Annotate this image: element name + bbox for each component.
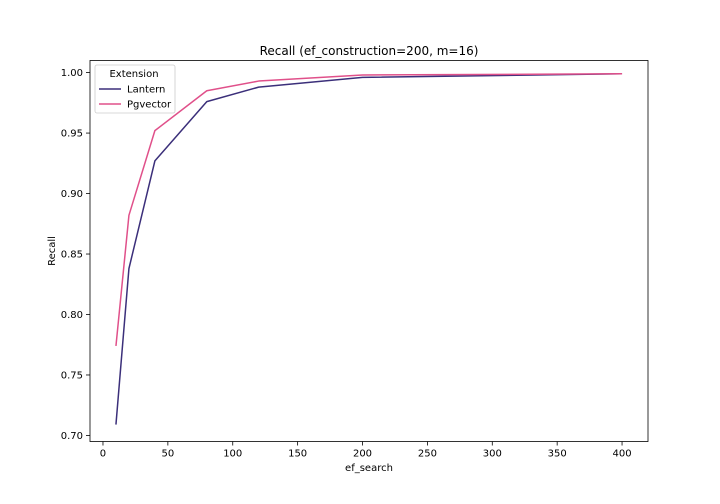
x-tick-label: 400: [612, 449, 631, 460]
x-tick-label: 350: [548, 449, 567, 460]
y-tick-label: 0.70: [61, 431, 83, 442]
y-tick-label: 0.85: [61, 250, 83, 261]
y-tick-label: 0.90: [61, 189, 83, 200]
chart-title: Recall (ef_construction=200, m=16): [260, 44, 479, 58]
legend: Extension Lantern Pgvector: [94, 64, 176, 114]
legend-title: Extension: [109, 69, 158, 80]
series-lines: [115, 73, 623, 425]
y-tick-label: 1.00: [61, 68, 83, 79]
x-tick-label: 300: [483, 449, 502, 460]
legend-label-pgvector: Pgvector: [127, 100, 172, 111]
y-tick-label: 0.95: [61, 129, 83, 140]
x-tick-label: 250: [418, 449, 437, 460]
y-tick-label: 0.75: [61, 370, 83, 381]
x-tick-label: 50: [161, 449, 174, 460]
series-line-lantern: [115, 73, 623, 425]
legend-box: [94, 64, 176, 114]
y-tick-label: 0.80: [61, 310, 83, 321]
x-tick-label: 0: [100, 449, 106, 460]
y-axis-label: Recall: [47, 236, 58, 266]
axis-ticks: 0 50 100 150 200 250 300 350 400 0.70 0.75 0.80 0.85…: [61, 68, 632, 459]
x-axis-label: ef_search: [345, 463, 393, 474]
plot-frame: [89, 60, 649, 442]
x-tick-label: 200: [353, 449, 372, 460]
series-line-pgvector: [115, 73, 623, 347]
legend-label-lantern: Lantern: [127, 85, 165, 96]
x-tick-label: 150: [288, 449, 307, 460]
x-tick-label: 100: [223, 449, 242, 460]
